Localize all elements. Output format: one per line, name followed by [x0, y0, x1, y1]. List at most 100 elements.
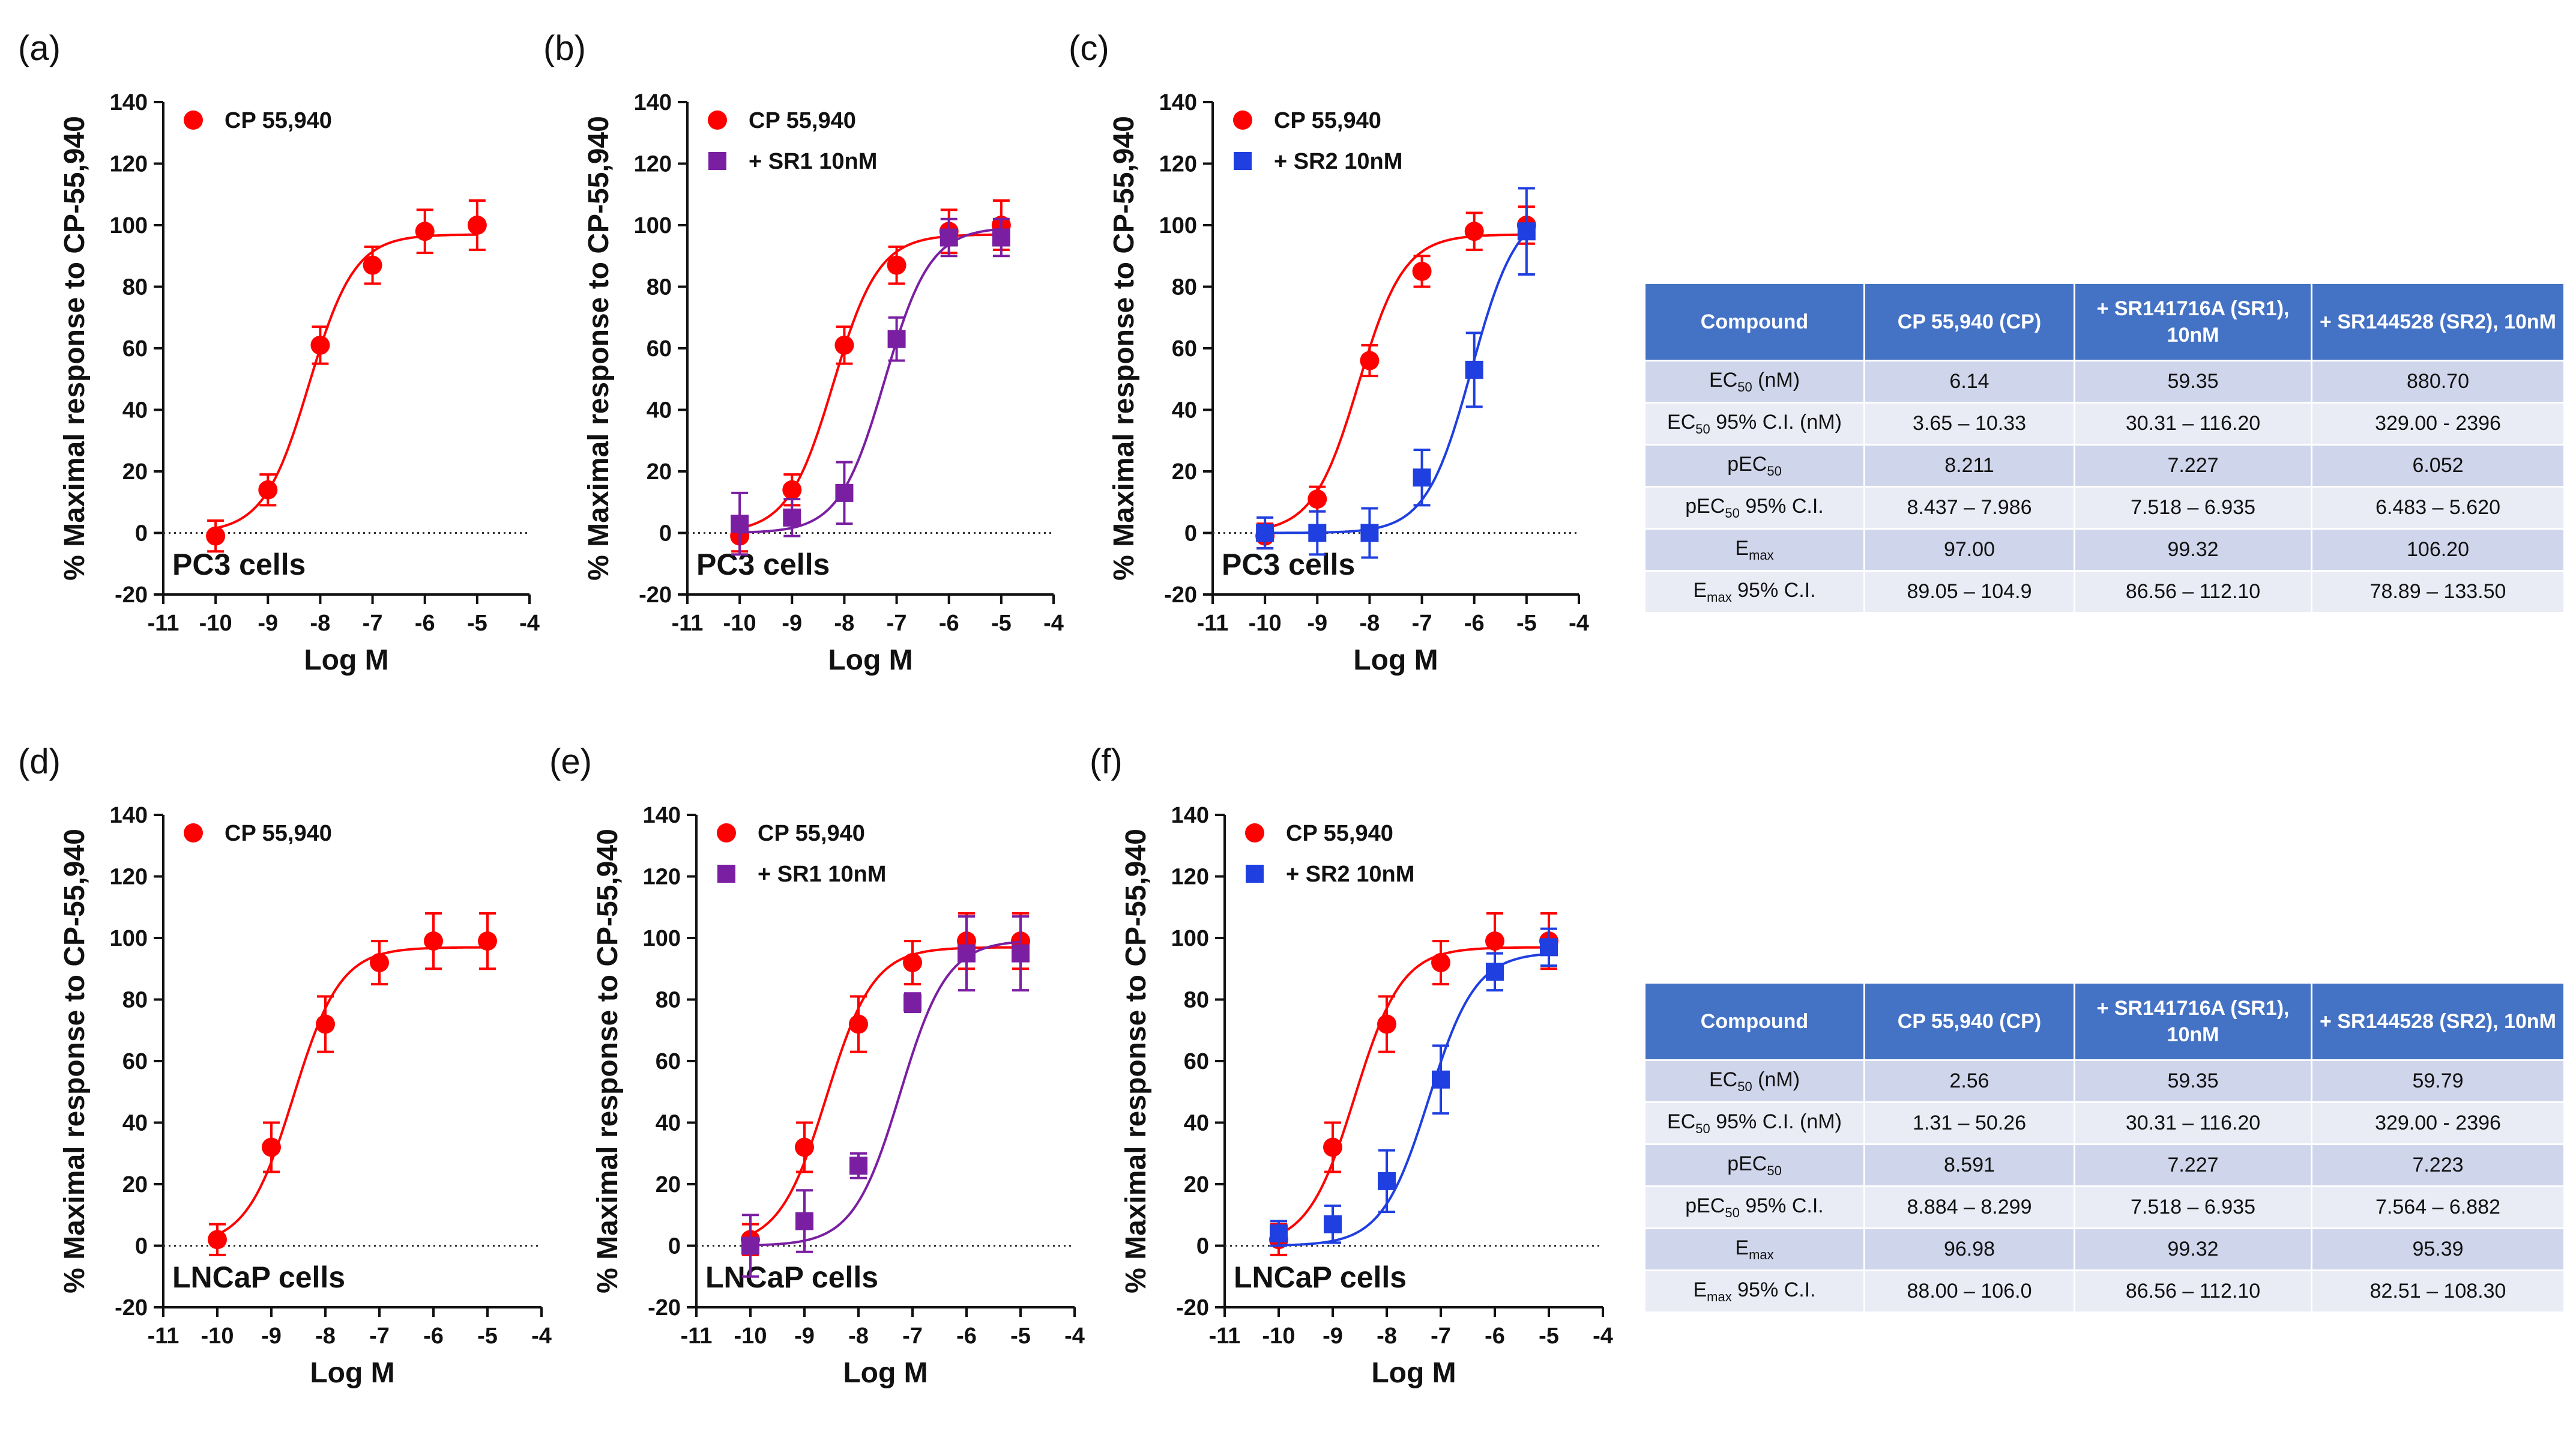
- y-tick-label: -20: [1164, 582, 1197, 608]
- cell-line-label: PC3 cells: [696, 548, 830, 581]
- x-tick-label: -4: [1593, 1324, 1613, 1349]
- table-row: EC50 (nM) 6.14 59.35 880.70: [1644, 360, 2565, 404]
- x-tick-label: -6: [423, 1324, 444, 1349]
- fit-curve: [1265, 232, 1528, 534]
- cell-line-label: PC3 cells: [1222, 548, 1355, 581]
- table-row: pEC50 95% C.I. 8.884 – 8.299 7.518 – 6.935…: [1644, 1185, 2565, 1229]
- parameter-name-cell: Emax: [1644, 1227, 1865, 1271]
- data-point: [1412, 261, 1432, 281]
- header-sr2: + SR144528 (SR2), 10nM: [2311, 282, 2565, 362]
- data-point: [415, 222, 435, 241]
- parameter-name-cell: pEC50 95% C.I.: [1644, 1185, 1865, 1229]
- parameter-value-cell: 82.51 – 108.30: [2311, 1269, 2565, 1313]
- parameter-name-cell: pEC50 95% C.I.: [1644, 486, 1865, 530]
- header-sr1: + SR141716A (SR1), 10nM: [2074, 282, 2312, 362]
- y-tick-label: 120: [643, 865, 681, 890]
- x-tick-label: -6: [956, 1324, 977, 1349]
- data-point: [849, 1014, 868, 1034]
- data-point: [1464, 222, 1484, 241]
- x-tick-label: -10: [199, 611, 232, 636]
- data-point: [992, 228, 1010, 247]
- data-point: [887, 255, 906, 275]
- y-tick-label: 100: [110, 926, 148, 951]
- data-point: [783, 508, 801, 527]
- legend-marker: [1233, 110, 1252, 130]
- x-tick-label: -8: [834, 611, 855, 636]
- x-tick-label: -11: [148, 611, 179, 636]
- x-axis-title: Log M: [304, 644, 388, 676]
- data-point: [1012, 944, 1030, 963]
- y-tick-label: 140: [1159, 90, 1197, 115]
- legend-label: + SR1 10nM: [758, 862, 886, 887]
- cell-line-label: PC3 cells: [172, 548, 306, 581]
- x-tick-label: -7: [1412, 611, 1432, 636]
- x-tick-label: -7: [902, 1324, 923, 1349]
- series-antagonist: [1270, 927, 1558, 1247]
- chart-panel-e: (e) -20 0 20 40 60 80 100 120 140 -11 -10 -9 -8 -7 -6 -5…: [549, 742, 1085, 1389]
- legend-label: + SR1 10nM: [749, 149, 877, 174]
- parameter-value-cell: 7.223: [2311, 1143, 2565, 1187]
- x-tick-label: -7: [363, 611, 383, 636]
- table-row: Emax 95% C.I. 88.00 – 106.0 86.56 – 112.10…: [1644, 1269, 2565, 1313]
- data-point: [795, 1212, 813, 1230]
- y-axis-title: % Maximal response to CP-55,940: [1108, 116, 1140, 581]
- y-tick-label: 60: [647, 336, 672, 362]
- x-tick-label: -7: [1431, 1324, 1451, 1349]
- y-tick-label: 120: [1171, 865, 1209, 890]
- legend-marker: [184, 823, 203, 843]
- legend-label: + SR2 10nM: [1274, 149, 1402, 174]
- legend-entry: CP 55,940: [1233, 108, 1381, 133]
- x-tick-label: -4: [531, 1324, 552, 1349]
- x-tick-label: -7: [369, 1324, 390, 1349]
- x-tick-label: -8: [848, 1324, 869, 1349]
- data-point: [316, 1014, 335, 1034]
- legend-entry: CP 55,940: [184, 108, 332, 133]
- data-point: [1360, 351, 1380, 371]
- series-antagonist: [731, 217, 1010, 556]
- y-tick-label: 40: [122, 398, 148, 423]
- parameter-value-cell: 7.227: [2074, 1143, 2312, 1187]
- panel-label: (c): [1069, 29, 1109, 68]
- fit-curve: [1264, 233, 1527, 530]
- legend-entry: CP 55,940: [1245, 821, 1393, 846]
- parameter-value-cell: 7.227: [2074, 444, 2312, 488]
- y-tick-label: -20: [1176, 1295, 1209, 1321]
- series-antagonist: [741, 915, 1030, 1278]
- table-row: pEC50 95% C.I. 8.437 – 7.986 7.518 – 6.935…: [1644, 486, 2565, 530]
- data-point: [903, 993, 922, 1012]
- y-tick-label: 0: [659, 521, 672, 546]
- panel-label: (e): [549, 742, 592, 781]
- table-row: EC50 95% C.I. (nM) 3.65 – 10.33 30.31 – 11…: [1644, 402, 2565, 446]
- parameter-value-cell: 86.56 – 112.10: [2074, 1269, 2312, 1313]
- y-tick-label: 60: [122, 336, 148, 362]
- legend-marker: [1246, 865, 1264, 883]
- parameter-value-cell: 7.518 – 6.935: [2074, 1185, 2312, 1229]
- data-point: [1465, 360, 1483, 379]
- parameter-name-cell: Emax 95% C.I.: [1644, 570, 1865, 614]
- x-axis-title: Log M: [1353, 644, 1438, 676]
- fit-curve: [750, 946, 1021, 1236]
- cell-line-label: LNCaP cells: [1234, 1260, 1407, 1294]
- x-tick-label: -6: [415, 611, 435, 636]
- y-tick-label: 20: [1184, 1172, 1209, 1197]
- data-point: [1324, 1215, 1342, 1233]
- x-tick-label: -4: [1569, 611, 1589, 636]
- chart-panel-b: (b) -20 0 20 40 60 80 100 120 140 -11 -10 -9 -8 -7 -6 -5…: [543, 29, 1064, 676]
- parameter-value-cell: 8.211: [1863, 444, 2075, 488]
- x-tick-label: -6: [1485, 1324, 1505, 1349]
- y-tick-label: 120: [110, 865, 148, 890]
- data-point: [1517, 222, 1536, 241]
- parameter-value-cell: 86.56 – 112.10: [2074, 570, 2312, 614]
- parameter-value-cell: 89.05 – 104.9: [1863, 570, 2075, 614]
- x-tick-label: -9: [794, 1324, 815, 1349]
- data-point: [1308, 524, 1327, 542]
- parameter-value-cell: 78.89 – 133.50: [2311, 570, 2565, 614]
- data-point: [887, 330, 906, 348]
- table-row: pEC50 8.591 7.227 7.223: [1644, 1143, 2565, 1187]
- fit-curve: [215, 233, 477, 530]
- parameter-value-cell: 8.437 – 7.986: [1863, 486, 2075, 530]
- parameter-value-cell: 97.00: [1863, 528, 2075, 572]
- table-header-row: Compound CP 55,940 (CP) + SR141716A (SR1…: [1644, 982, 2565, 1061]
- x-tick-label: -11: [148, 1324, 179, 1349]
